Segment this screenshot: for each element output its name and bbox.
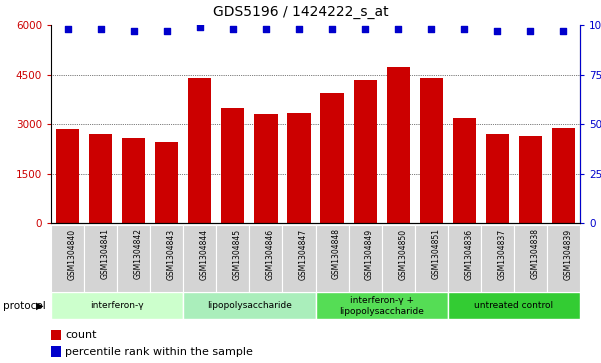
Bar	[188, 78, 212, 223]
Bar	[56, 129, 79, 223]
FancyBboxPatch shape	[382, 225, 415, 292]
FancyBboxPatch shape	[415, 225, 448, 292]
FancyBboxPatch shape	[150, 225, 183, 292]
Point	[493, 28, 502, 34]
Bar	[122, 138, 145, 223]
FancyBboxPatch shape	[183, 292, 316, 319]
FancyBboxPatch shape	[514, 225, 547, 292]
Text: lipopolysaccharide: lipopolysaccharide	[207, 301, 292, 310]
Point	[96, 26, 106, 32]
Bar	[51, 346, 61, 357]
Text: GSM1304850: GSM1304850	[398, 228, 407, 280]
Bar	[519, 136, 542, 223]
FancyBboxPatch shape	[448, 225, 481, 292]
Bar	[419, 78, 443, 223]
Text: GDS5196 / 1424222_s_at: GDS5196 / 1424222_s_at	[213, 5, 388, 20]
FancyBboxPatch shape	[547, 225, 580, 292]
Text: GSM1304838: GSM1304838	[530, 228, 539, 280]
Text: GSM1304836: GSM1304836	[464, 228, 473, 280]
Bar	[353, 80, 377, 223]
Bar	[552, 128, 575, 223]
Text: interferon-γ: interferon-γ	[90, 301, 144, 310]
FancyBboxPatch shape	[51, 225, 84, 292]
Point	[327, 26, 337, 32]
FancyBboxPatch shape	[183, 225, 216, 292]
Bar	[453, 118, 476, 223]
Bar	[221, 108, 245, 223]
Bar	[320, 93, 344, 223]
Text: GSM1304847: GSM1304847	[299, 228, 308, 280]
Point	[361, 26, 370, 32]
FancyBboxPatch shape	[316, 292, 448, 319]
Text: GSM1304843: GSM1304843	[166, 228, 175, 280]
FancyBboxPatch shape	[349, 225, 382, 292]
Text: protocol: protocol	[3, 301, 46, 311]
FancyBboxPatch shape	[316, 225, 349, 292]
Text: GSM1304837: GSM1304837	[498, 228, 506, 280]
FancyBboxPatch shape	[481, 225, 514, 292]
Point	[228, 26, 238, 32]
Text: GSM1304846: GSM1304846	[266, 228, 275, 280]
FancyBboxPatch shape	[282, 225, 316, 292]
Point	[261, 26, 270, 32]
Bar	[155, 142, 178, 223]
Bar	[89, 134, 112, 223]
Point	[427, 26, 436, 32]
Text: GSM1304848: GSM1304848	[332, 228, 341, 280]
Text: GSM1304840: GSM1304840	[67, 228, 76, 280]
Point	[129, 28, 138, 34]
Text: GSM1304844: GSM1304844	[200, 228, 209, 280]
Point	[162, 28, 172, 34]
Point	[394, 26, 403, 32]
Bar	[254, 114, 278, 223]
Text: interferon-γ +
lipopolysaccharide: interferon-γ + lipopolysaccharide	[339, 296, 424, 315]
Text: GSM1304845: GSM1304845	[233, 228, 242, 280]
Text: GSM1304841: GSM1304841	[100, 228, 109, 280]
Point	[559, 28, 569, 34]
Point	[525, 28, 535, 34]
Text: GSM1304849: GSM1304849	[365, 228, 374, 280]
Text: percentile rank within the sample: percentile rank within the sample	[66, 347, 253, 356]
FancyBboxPatch shape	[216, 225, 249, 292]
Point	[459, 26, 469, 32]
Text: GSM1304839: GSM1304839	[564, 228, 572, 280]
FancyBboxPatch shape	[51, 292, 183, 319]
FancyBboxPatch shape	[117, 225, 150, 292]
Text: count: count	[66, 330, 97, 340]
Bar	[486, 134, 509, 223]
Text: GSM1304851: GSM1304851	[432, 228, 440, 280]
Bar	[287, 113, 311, 223]
Text: ▶: ▶	[36, 301, 43, 311]
Point	[63, 26, 72, 32]
Point	[294, 26, 304, 32]
FancyBboxPatch shape	[448, 292, 580, 319]
Bar	[51, 330, 61, 340]
Text: untreated control: untreated control	[474, 301, 554, 310]
FancyBboxPatch shape	[249, 225, 282, 292]
FancyBboxPatch shape	[84, 225, 117, 292]
Text: GSM1304842: GSM1304842	[133, 228, 142, 280]
Bar	[386, 67, 410, 223]
Point	[195, 24, 204, 30]
